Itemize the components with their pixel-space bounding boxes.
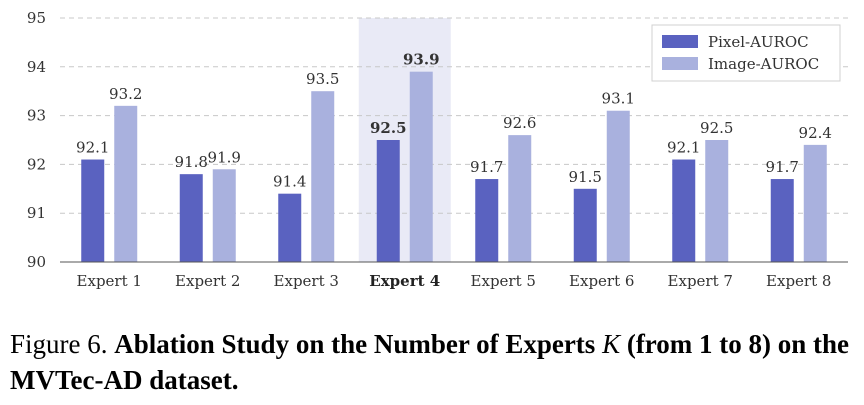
highlight-band — [358, 18, 451, 262]
x-tick-label: Expert 2 — [175, 272, 240, 290]
y-tick-label: 92 — [27, 155, 46, 173]
value-label: 93.9 — [403, 51, 440, 69]
value-label: 91.8 — [175, 153, 208, 171]
value-label: 92.1 — [76, 139, 109, 157]
bar-image-auroc-4 — [409, 71, 433, 263]
bar-pixel-auroc-6 — [573, 188, 597, 262]
x-tick-label: Expert 8 — [766, 272, 831, 290]
bar-image-auroc-7 — [705, 140, 729, 262]
value-label: 91.7 — [766, 158, 799, 176]
legend-label: Image-AUROC — [708, 55, 819, 73]
bar-image-auroc-6 — [606, 110, 630, 262]
legend-swatch — [662, 57, 698, 70]
y-tick-label: 94 — [27, 58, 46, 76]
value-label: 93.2 — [109, 85, 142, 103]
bar-pixel-auroc-7 — [672, 159, 696, 262]
bar-pixel-auroc-5 — [475, 179, 499, 262]
bar-image-auroc-2 — [212, 169, 236, 262]
value-label: 92.5 — [700, 119, 733, 137]
bar-image-auroc-5 — [508, 135, 532, 262]
bar-image-auroc-3 — [311, 91, 335, 262]
bar-image-auroc-8 — [803, 144, 827, 262]
x-tick-label: Expert 5 — [471, 272, 536, 290]
value-label: 92.4 — [799, 124, 832, 142]
x-tick-label: Expert 1 — [77, 272, 142, 290]
y-tick-label: 90 — [27, 253, 46, 271]
x-tick-label: Expert 6 — [569, 272, 634, 290]
caption-title-part2: (from 1 to 8) on the MVTec-AD dataset. — [10, 329, 850, 395]
bar-pixel-auroc-1 — [81, 159, 105, 262]
x-tick-label: Expert 4 — [369, 272, 440, 290]
y-tick-label: 95 — [27, 9, 46, 27]
bar-pixel-auroc-2 — [179, 174, 203, 262]
legend-swatch — [662, 35, 698, 48]
value-label: 91.4 — [273, 173, 306, 191]
bar-pixel-auroc-4 — [376, 140, 400, 262]
bar-pixel-auroc-8 — [770, 179, 794, 262]
legend: Pixel-AUROC Image-AUROC — [651, 24, 841, 82]
bar-pixel-auroc-3 — [278, 193, 302, 262]
y-tick-label: 91 — [27, 204, 46, 222]
x-tick-label: Expert 7 — [668, 272, 733, 290]
y-tick-label: 93 — [27, 107, 46, 125]
caption-variable: K — [602, 329, 621, 359]
bar-image-auroc-1 — [114, 105, 138, 262]
value-label: 93.5 — [306, 70, 339, 88]
figure-caption: Figure 6. Ablation Study on the Number o… — [10, 326, 860, 398]
value-label: 91.9 — [208, 148, 241, 166]
value-label: 91.5 — [569, 168, 602, 186]
caption-prefix: Figure 6. — [10, 329, 115, 359]
value-label: 92.5 — [370, 119, 407, 137]
caption-title-part1: Ablation Study on the Number of Experts — [114, 329, 603, 359]
value-label: 92.6 — [503, 114, 536, 132]
value-label: 93.1 — [602, 90, 635, 108]
bar-chart: 92.1 93.2 91.8 91.9 91.4 93.5 92.5 93.9 91.7 92.6… — [27, 9, 848, 290]
value-label: 92.1 — [667, 139, 700, 157]
legend-label: Pixel-AUROC — [708, 33, 809, 51]
x-tick-label: Expert 3 — [274, 272, 339, 290]
legend-box — [651, 24, 841, 82]
value-label: 91.7 — [470, 158, 503, 176]
